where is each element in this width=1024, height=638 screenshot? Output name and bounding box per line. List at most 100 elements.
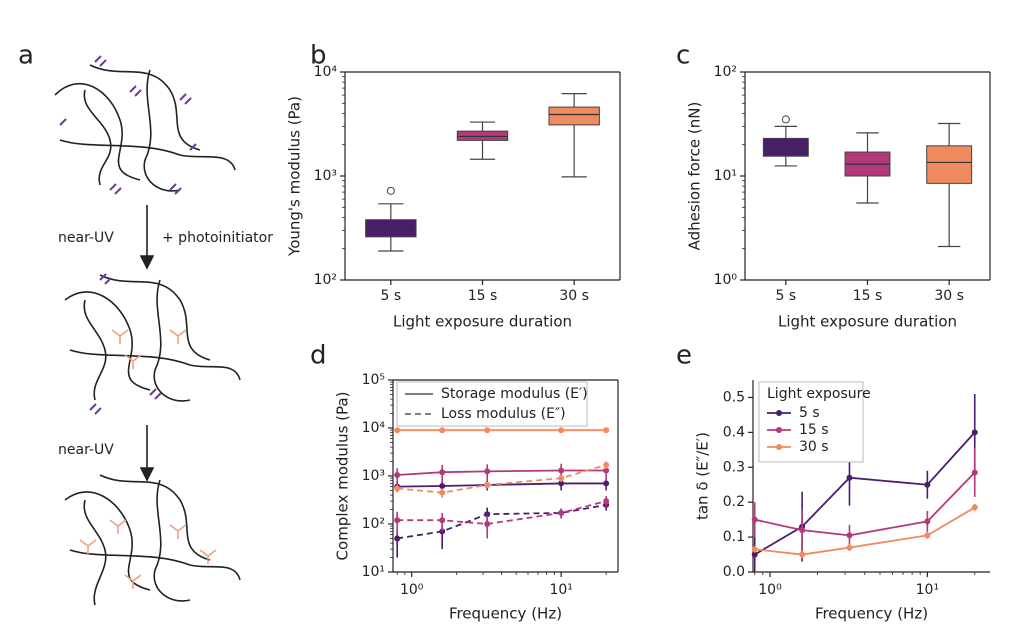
marker bbox=[484, 481, 491, 488]
x-tick-label: 15 s bbox=[468, 288, 498, 304]
marker bbox=[558, 480, 565, 487]
y-tick-label: 10¹ bbox=[714, 168, 737, 184]
panel-label: e bbox=[676, 341, 692, 371]
legend-marker bbox=[776, 444, 782, 450]
y-axis-label: tan δ (E″/E′) bbox=[694, 432, 712, 520]
marker bbox=[924, 518, 931, 525]
crosslinks bbox=[79, 329, 217, 589]
box bbox=[762, 137, 809, 157]
outlier bbox=[386, 186, 395, 195]
legend-label: Loss modulus (E″) bbox=[441, 406, 566, 422]
legend-marker bbox=[776, 427, 782, 433]
marker bbox=[439, 469, 446, 476]
y-tick-label: 10² bbox=[314, 272, 337, 288]
y-tick-label: 10⁵ bbox=[362, 372, 385, 388]
marker bbox=[394, 535, 401, 542]
legend-label: 15 s bbox=[799, 422, 829, 438]
line bbox=[397, 464, 607, 494]
y-tick-label: 0.2 bbox=[723, 494, 745, 510]
y-tick-label: 10⁰ bbox=[714, 272, 738, 288]
marker bbox=[846, 544, 853, 551]
y-tick-label: 0.1 bbox=[723, 529, 745, 545]
marker bbox=[394, 517, 401, 524]
marker bbox=[751, 516, 758, 523]
y-tick-label: 10⁴ bbox=[314, 64, 338, 80]
marker bbox=[558, 427, 565, 434]
marker bbox=[484, 521, 491, 527]
x-tick-label: 5 s bbox=[776, 288, 797, 304]
marker bbox=[971, 504, 978, 511]
x-tick-label: 10⁰ bbox=[758, 582, 782, 598]
y-tick-label: 0.4 bbox=[723, 424, 745, 440]
box bbox=[926, 145, 973, 184]
y-tick-label: 0.5 bbox=[723, 389, 745, 405]
line bbox=[754, 506, 976, 556]
marker bbox=[799, 551, 806, 558]
y-axis-label: Adhesion force (nN) bbox=[686, 102, 704, 251]
box bbox=[548, 106, 600, 126]
marker bbox=[751, 551, 758, 558]
x-tick-label: 15 s bbox=[853, 288, 883, 304]
legend-box bbox=[758, 381, 864, 463]
step-label: near-UV bbox=[58, 442, 114, 458]
panel-label: c bbox=[676, 41, 690, 71]
marker bbox=[603, 461, 610, 468]
box bbox=[456, 130, 509, 141]
marker bbox=[924, 532, 931, 539]
y-tick-label: 10⁴ bbox=[362, 420, 386, 436]
line bbox=[397, 500, 607, 525]
marker bbox=[971, 469, 978, 476]
panel-label: b bbox=[310, 41, 327, 71]
legend-label: 5 s bbox=[799, 405, 820, 421]
step-label: + photoinitiator bbox=[162, 230, 273, 246]
marker bbox=[603, 467, 610, 474]
panel-label: a bbox=[18, 41, 34, 71]
x-tick-label: 5 s bbox=[381, 288, 402, 304]
arrows bbox=[139, 205, 155, 482]
marker bbox=[924, 481, 931, 488]
step-label: near-UV bbox=[58, 230, 114, 246]
y-tick-label: 10² bbox=[714, 64, 737, 80]
marker bbox=[439, 482, 446, 489]
y-tick-label: 10² bbox=[362, 516, 385, 532]
marker bbox=[603, 427, 610, 434]
y-tick-label: 0.0 bbox=[723, 564, 745, 580]
marker bbox=[484, 468, 491, 475]
x-tick-label: 30 s bbox=[934, 288, 964, 304]
legend-title: Light exposure bbox=[767, 386, 871, 402]
marker bbox=[603, 498, 610, 505]
marker bbox=[394, 485, 401, 492]
photoreactive-groups bbox=[59, 55, 197, 415]
legend-marker bbox=[776, 410, 782, 416]
marker bbox=[751, 546, 758, 553]
line bbox=[397, 469, 607, 476]
y-tick-label: 10³ bbox=[362, 468, 385, 484]
x-axis-label: Light exposure duration bbox=[778, 313, 957, 331]
x-axis-label: Frequency (Hz) bbox=[815, 605, 928, 623]
marker bbox=[439, 427, 446, 434]
marker bbox=[558, 509, 565, 516]
y-tick-label: 10¹ bbox=[362, 564, 385, 580]
x-tick-label: 30 s bbox=[559, 288, 589, 304]
legend-label: Storage modulus (E′) bbox=[441, 386, 588, 402]
panel-label: d bbox=[310, 341, 327, 371]
x-tick-label: 10¹ bbox=[916, 582, 939, 598]
legend-label: 30 s bbox=[799, 439, 829, 455]
y-axis-label: Young's modulus (Pa) bbox=[286, 96, 304, 257]
marker bbox=[799, 527, 806, 534]
x-axis-label: Light exposure duration bbox=[393, 313, 572, 331]
y-tick-label: 10³ bbox=[314, 168, 337, 184]
x-axis-label: Frequency (Hz) bbox=[449, 605, 562, 623]
marker bbox=[971, 429, 978, 436]
polymer-network bbox=[54, 64, 241, 606]
marker bbox=[394, 471, 401, 478]
marker bbox=[603, 480, 610, 487]
y-tick-label: 0.3 bbox=[723, 459, 745, 475]
marker bbox=[394, 427, 401, 434]
marker bbox=[558, 467, 565, 474]
legend-box bbox=[396, 381, 588, 427]
x-tick-label: 10⁰ bbox=[400, 582, 424, 598]
marker bbox=[846, 532, 853, 539]
marker bbox=[558, 475, 565, 482]
